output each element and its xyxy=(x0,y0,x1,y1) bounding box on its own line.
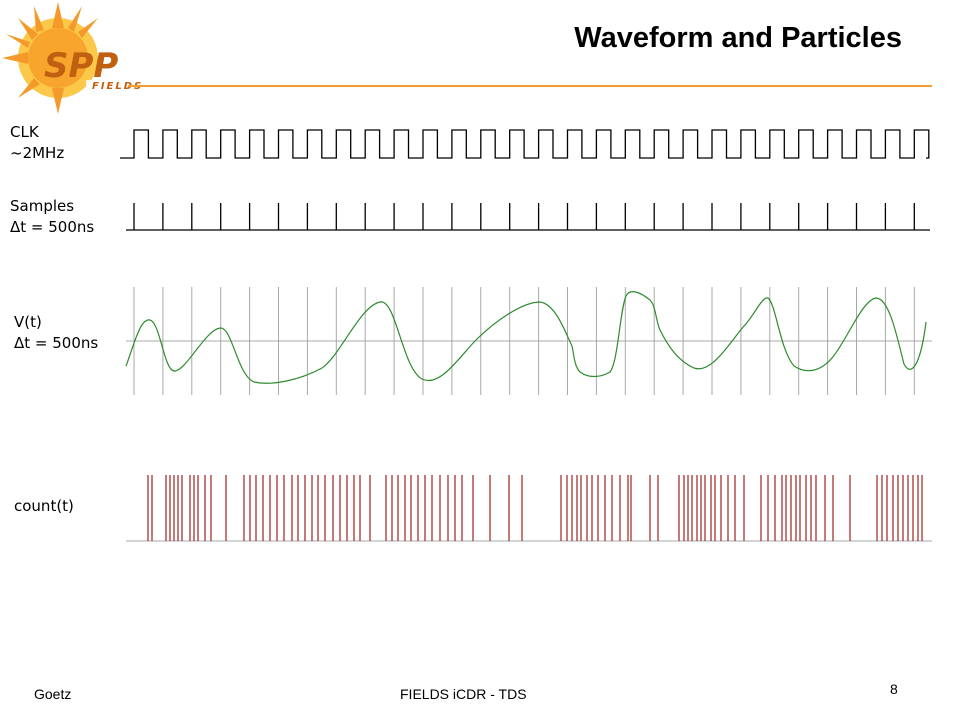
waveform-grid xyxy=(126,287,932,395)
vt-label-line1: V(t) xyxy=(14,313,42,331)
sun-icon xyxy=(2,2,98,114)
samples-label-line1: Samples xyxy=(10,197,75,215)
clk-label: CLK ~2MHz xyxy=(10,122,64,164)
waveform-curve xyxy=(125,291,927,384)
spp-fields-logo: SPP FIELDS xyxy=(2,2,152,114)
spp-wordmark: SPP FIELDS xyxy=(44,46,152,92)
clock-signal xyxy=(120,129,930,159)
footer-center: FIELDS iCDR - TDS xyxy=(400,686,527,702)
footer-author: Goetz xyxy=(34,686,72,702)
svg-text:FIELDS: FIELDS xyxy=(92,81,143,92)
sample-ticks xyxy=(126,203,930,231)
count-pulses xyxy=(126,475,932,542)
count-label-line1: count(t) xyxy=(14,497,74,515)
page-number: 8 xyxy=(890,681,898,697)
samples-label: Samples Δt = 500ns xyxy=(10,196,94,238)
count-label: count(t) xyxy=(14,496,74,517)
vt-label-line2: Δt = 500ns xyxy=(14,334,99,352)
clk-label-line2: ~2MHz xyxy=(10,144,65,162)
svg-text:SPP: SPP xyxy=(44,46,118,86)
samples-label-line2: Δt = 500ns xyxy=(10,218,95,236)
title-underline xyxy=(128,85,932,87)
slide-title: Waveform and Particles xyxy=(574,22,902,54)
clk-label-line1: CLK xyxy=(10,123,39,141)
vt-label: V(t) Δt = 500ns xyxy=(14,312,98,354)
